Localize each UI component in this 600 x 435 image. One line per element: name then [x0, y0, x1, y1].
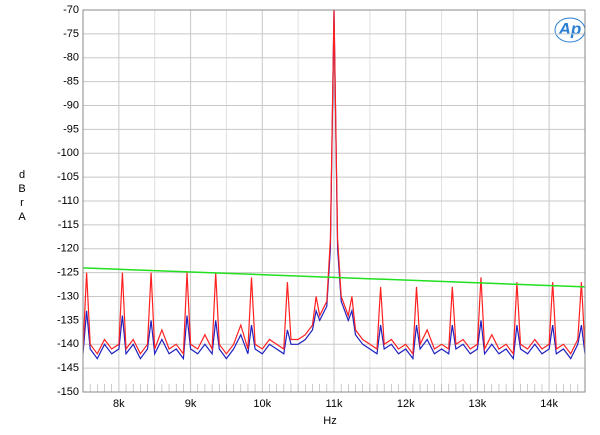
x-tick-label: 9k [185, 398, 197, 410]
series-line [83, 267, 585, 288]
x-axis-label: Hz [323, 415, 336, 427]
y-tick-label: -150 [57, 386, 79, 398]
x-tick-label: 11k [326, 398, 343, 410]
y-tick-label: -135 [57, 314, 79, 326]
logo: Ap [558, 19, 582, 38]
y-tick-label: -110 [58, 195, 79, 207]
y-tick-label: -75 [63, 28, 79, 40]
x-tick-label: 13k [469, 398, 487, 410]
series-line [83, 10, 585, 361]
plot-frame [82, 9, 586, 393]
x-tick-label: 10k [253, 398, 271, 410]
y-tick-label: -115 [58, 219, 79, 231]
y-tick-label: -95 [63, 123, 79, 135]
y-tick-label: -90 [63, 99, 79, 111]
x-tick-label: 12k [397, 398, 415, 410]
y-tick-label: -100 [57, 147, 79, 159]
y-tick-label: -70 [63, 4, 79, 16]
x-tick-label: 8k [113, 398, 125, 410]
y-tick-label: -85 [63, 76, 79, 88]
y-tick-label: -120 [57, 243, 79, 255]
y-tick-label: -80 [63, 52, 79, 64]
y-tick-label: -105 [57, 171, 79, 183]
y-tick-label: -125 [57, 267, 79, 279]
x-tick-label: 14k [540, 398, 558, 410]
series-line [83, 10, 585, 356]
y-tick-label: -140 [57, 338, 79, 350]
y-tick-label: -145 [57, 362, 79, 374]
y-tick-label: -130 [57, 290, 79, 302]
